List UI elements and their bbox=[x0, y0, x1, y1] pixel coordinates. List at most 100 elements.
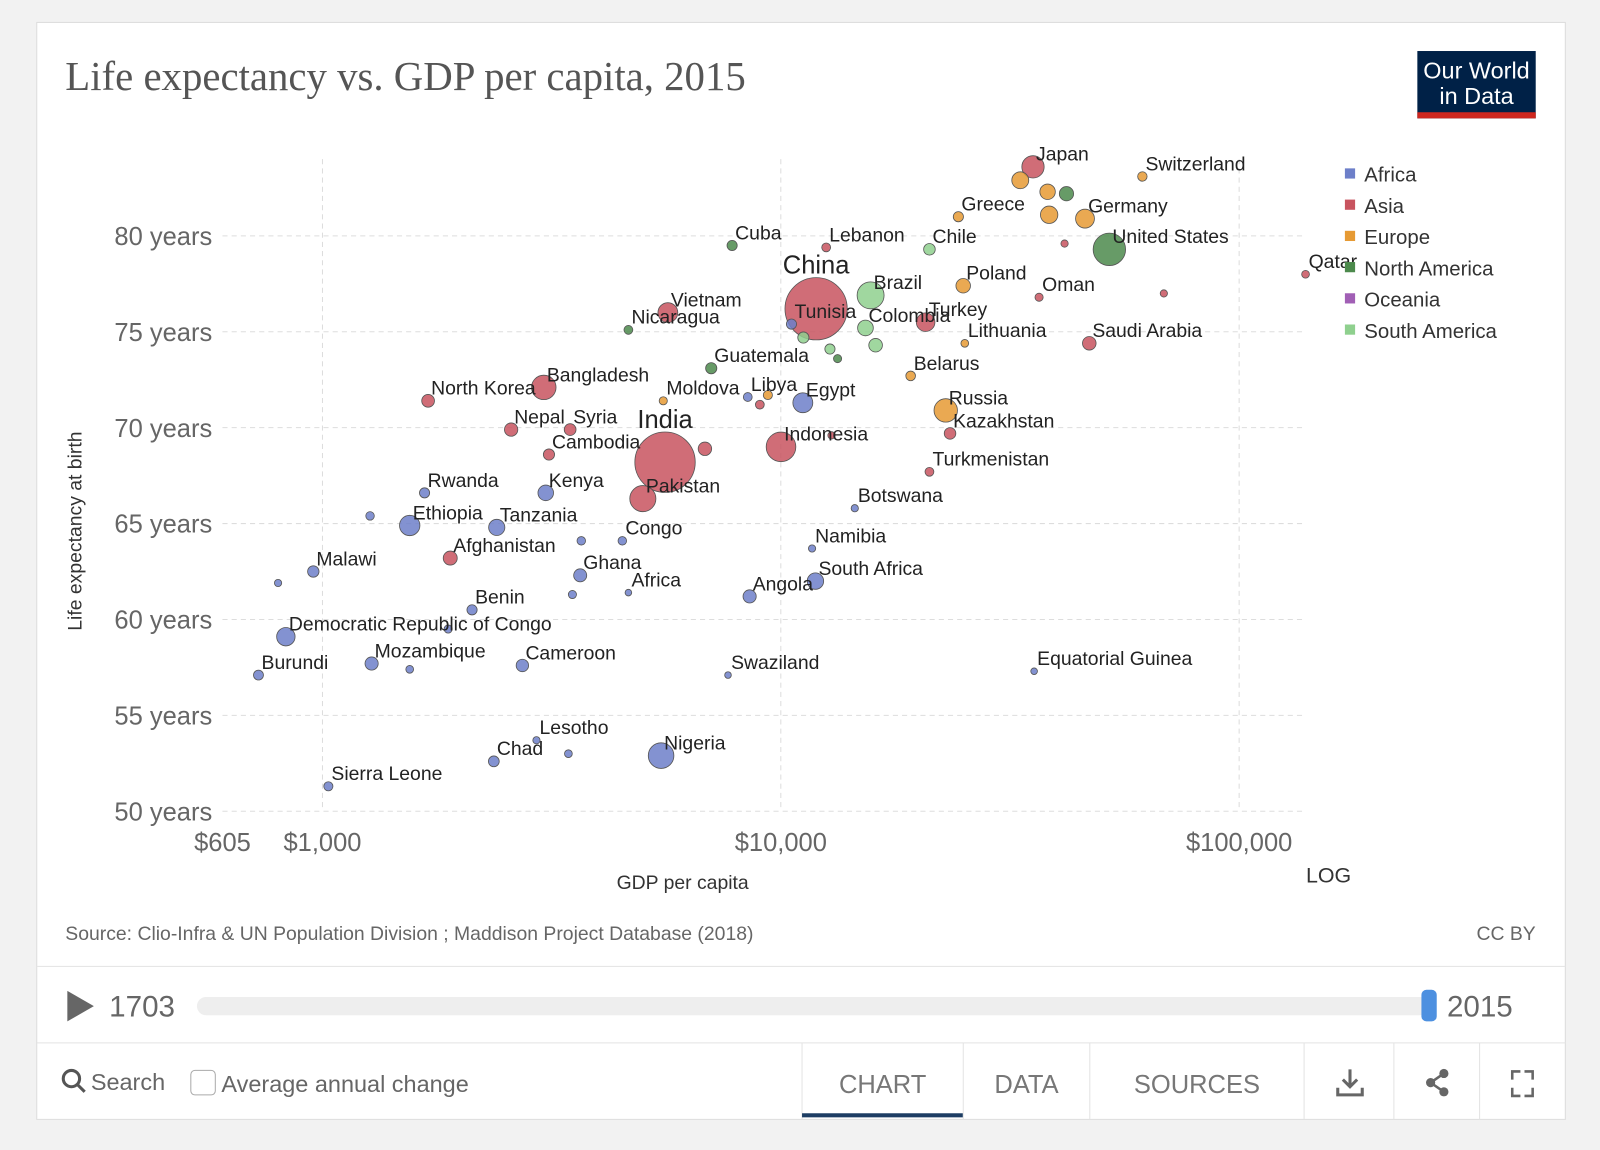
data-point bbox=[943, 427, 957, 440]
share-button[interactable] bbox=[1393, 1042, 1449, 1120]
play-button[interactable] bbox=[67, 990, 94, 1022]
data-point bbox=[617, 536, 627, 546]
search[interactable]: Search bbox=[61, 1068, 165, 1095]
data-point bbox=[307, 565, 320, 578]
point-label: United States bbox=[1112, 226, 1228, 248]
data-point bbox=[868, 337, 883, 353]
data-point bbox=[1082, 336, 1097, 351]
data-point bbox=[364, 656, 379, 671]
data-point bbox=[442, 550, 458, 566]
data-point bbox=[253, 669, 264, 681]
x-tick-label: $1,000 bbox=[283, 829, 361, 857]
point-label: India bbox=[637, 406, 693, 434]
point-label: Equatorial Guinea bbox=[1037, 648, 1192, 670]
title: Life expectancy vs. GDP per capita, 2015 bbox=[65, 54, 745, 99]
point-label: Namibia bbox=[815, 525, 886, 547]
point-label: Belarus bbox=[914, 353, 980, 375]
data-point bbox=[824, 343, 836, 355]
point-label: Benin bbox=[475, 587, 525, 609]
data-point bbox=[915, 312, 936, 332]
point-label: Botswana bbox=[858, 485, 943, 507]
fullscreen-button[interactable] bbox=[1479, 1042, 1534, 1120]
logo[interactable]: Our World in Data bbox=[1417, 51, 1536, 119]
data-point bbox=[724, 671, 732, 679]
legend-swatch bbox=[1344, 230, 1356, 242]
data-point bbox=[797, 331, 810, 344]
logo-bar bbox=[1417, 112, 1536, 119]
data-point bbox=[850, 504, 859, 513]
point-label: Congo bbox=[625, 518, 682, 540]
data-point bbox=[623, 325, 634, 335]
point-label: Sierra Leone bbox=[331, 763, 442, 785]
data-point bbox=[1159, 289, 1168, 298]
search-icon bbox=[61, 1068, 82, 1089]
point-label: Ethiopia bbox=[413, 502, 483, 524]
point-label: Afghanistan bbox=[453, 535, 555, 557]
point-label: Chad bbox=[497, 738, 543, 760]
data-point bbox=[488, 518, 506, 536]
data-point bbox=[785, 318, 797, 330]
point-label: Germany bbox=[1088, 196, 1168, 218]
data-point bbox=[399, 514, 421, 537]
tab[interactable]: SOURCES bbox=[1089, 1042, 1260, 1120]
download-button[interactable] bbox=[1303, 1042, 1364, 1120]
data-point bbox=[624, 588, 633, 597]
point-label: Turkmenistan bbox=[933, 449, 1050, 471]
data-point bbox=[827, 431, 836, 440]
license: CC BY bbox=[1476, 923, 1535, 945]
data-point bbox=[657, 302, 679, 323]
point-label: Libya bbox=[751, 374, 798, 396]
point-label: Nicaragua bbox=[631, 307, 720, 329]
data-point bbox=[419, 487, 431, 499]
timeline-handle[interactable] bbox=[1421, 989, 1437, 1022]
data-point bbox=[697, 441, 713, 456]
data-point bbox=[1034, 292, 1044, 302]
tab[interactable]: CHART bbox=[801, 1042, 964, 1120]
data-point bbox=[567, 590, 577, 600]
data-point bbox=[856, 281, 885, 310]
point-label: Burundi bbox=[262, 652, 329, 674]
tab-underline bbox=[802, 1113, 964, 1118]
point-label: Angola bbox=[753, 573, 814, 595]
search-label: Search bbox=[91, 1069, 165, 1095]
x-axis-label: GDP per capita bbox=[617, 872, 749, 894]
data-point bbox=[952, 211, 964, 223]
data-point bbox=[762, 390, 773, 401]
point-label: Japan bbox=[1036, 144, 1089, 166]
point-label: Africa bbox=[631, 569, 681, 591]
tab-label: CHART bbox=[839, 1071, 926, 1099]
checkbox[interactable]: Average annual change bbox=[190, 1069, 469, 1097]
data-point bbox=[576, 536, 586, 546]
point-label: Malawi bbox=[316, 548, 376, 570]
legend-swatch bbox=[1344, 324, 1356, 335]
point-label: Ghana bbox=[583, 552, 641, 574]
y-tick-label: 55 years bbox=[114, 703, 212, 731]
download-icon bbox=[1336, 1069, 1364, 1097]
data-point bbox=[905, 370, 916, 382]
legend-swatch bbox=[1344, 199, 1356, 210]
point-label: Colombia bbox=[869, 305, 951, 327]
data-point bbox=[274, 578, 283, 588]
data-point bbox=[726, 239, 738, 251]
x-tick-label: $10,000 bbox=[735, 829, 827, 857]
data-point bbox=[323, 781, 334, 792]
plot: 50 years 55 years 60 years 65 years 70 years… bbox=[65, 144, 1498, 894]
data-point bbox=[821, 242, 832, 253]
share-icon bbox=[1439, 1068, 1449, 1079]
data-point bbox=[1021, 155, 1045, 179]
tab[interactable]: DATA bbox=[962, 1042, 1059, 1120]
data-point bbox=[808, 544, 817, 553]
share-icon bbox=[1426, 1078, 1436, 1088]
legend-label: Africa bbox=[1364, 165, 1417, 187]
point-label: Vietnam bbox=[671, 289, 742, 311]
data-point bbox=[923, 243, 936, 256]
search-icon bbox=[76, 1083, 86, 1093]
data-point bbox=[542, 448, 555, 461]
point-label: China bbox=[783, 252, 850, 280]
timeline-track[interactable] bbox=[196, 996, 1429, 1016]
data-point bbox=[504, 422, 519, 437]
data-point bbox=[833, 354, 843, 364]
point-label: North Korea bbox=[431, 378, 536, 400]
point-label: Mozambique bbox=[375, 640, 486, 662]
fullscreen-icon bbox=[1510, 1070, 1534, 1098]
